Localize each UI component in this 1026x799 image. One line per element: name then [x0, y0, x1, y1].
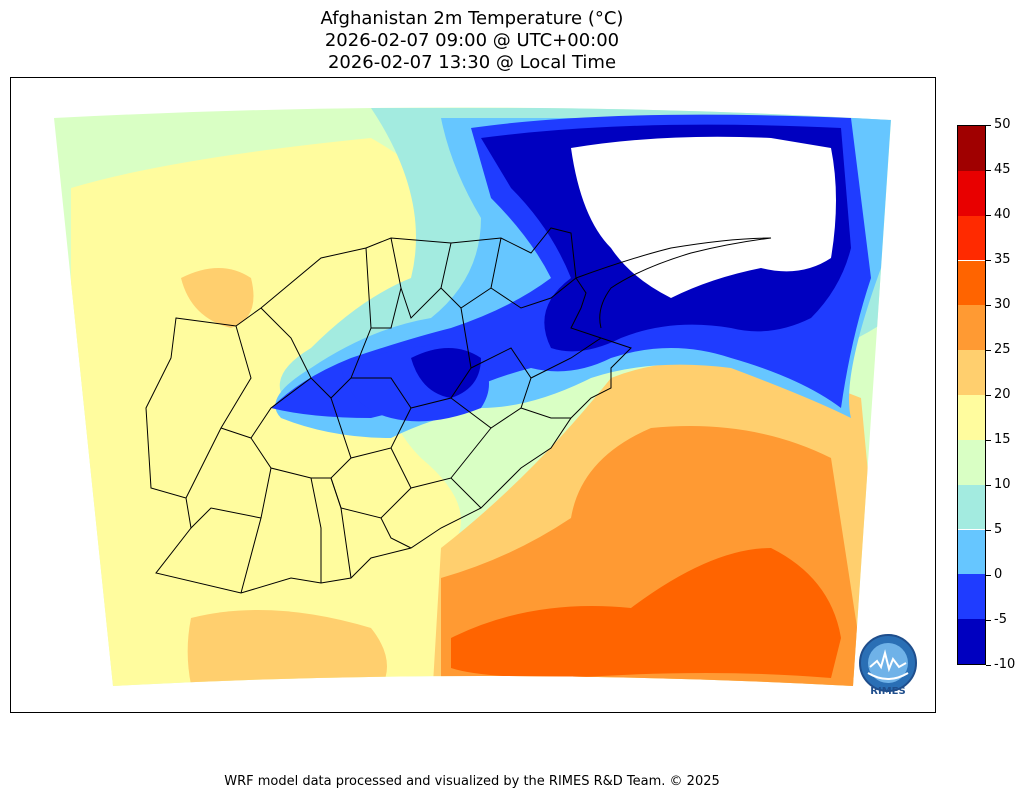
- temperature-fill: [54, 107, 891, 686]
- local-time: 2026-02-07 13:30 @ Local Time: [327, 52, 617, 73]
- colorbar-tick-label: 40: [994, 207, 1011, 222]
- colorbar-tick: [986, 485, 991, 486]
- map-frame: [10, 77, 936, 713]
- colorbar-tick: [986, 440, 991, 441]
- colorbar-tick-label: -5: [994, 612, 1007, 627]
- colorbar: [957, 125, 986, 665]
- colorbar-segment: [958, 574, 985, 620]
- colorbar-segment: [958, 215, 985, 261]
- colorbar-segment: [958, 260, 985, 306]
- country-outline: [145, 227, 632, 594]
- band-20-25-nw: [181, 268, 254, 328]
- northern-border: [575, 237, 772, 329]
- colorbar-tick: [986, 215, 991, 216]
- colorbar-tick-label: 45: [994, 162, 1011, 177]
- colorbar-segment: [958, 305, 985, 351]
- colorbar-segment: [958, 484, 985, 530]
- rimes-logo: [859, 634, 917, 692]
- colorbar-tick: [986, 395, 991, 396]
- logo-text: RIMES: [870, 686, 906, 697]
- colorbar-segment: [958, 619, 985, 664]
- colorbar-tick-label: -10: [994, 657, 1016, 672]
- colorbar-tick: [986, 170, 991, 171]
- province-boundaries: [145, 227, 632, 594]
- colorbar-tick-label: 50: [994, 117, 1011, 132]
- colorbar-tick-label: 25: [994, 342, 1011, 357]
- temperature-map: [54, 107, 891, 686]
- colorbar-tick: [986, 620, 991, 621]
- band-20-25-west: [187, 610, 387, 686]
- colorbar-tick-label: 20: [994, 387, 1011, 402]
- footer-credit: WRF model data processed and visualized …: [224, 774, 720, 789]
- band-15-20: [71, 138, 471, 686]
- colorbar-tick-label: 5: [994, 522, 1003, 537]
- colorbar-tick: [986, 575, 991, 576]
- colorbar-tick: [986, 305, 991, 306]
- colorbar-segment: [958, 439, 985, 485]
- band-minus10-core: [411, 348, 481, 398]
- colorbar-tick-label: 35: [994, 252, 1011, 267]
- colorbar-segment: [958, 350, 985, 395]
- colorbar-tick-label: 10: [994, 477, 1011, 492]
- colorbar-tick-label: 30: [994, 297, 1011, 312]
- band-15-20-south: [91, 390, 234, 541]
- colorbar-tick-label: 0: [994, 567, 1003, 582]
- colorbar-tick: [986, 125, 991, 126]
- colorbar-segment: [958, 126, 985, 171]
- colorbar-tick: [986, 530, 991, 531]
- colorbar-tick: [986, 260, 991, 261]
- colorbar-tick: [986, 665, 991, 666]
- chart-title: Afghanistan 2m Temperature (°C): [320, 8, 624, 29]
- utc-time: 2026-02-07 09:00 @ UTC+00:00: [324, 30, 620, 51]
- band-30-35: [451, 548, 841, 678]
- colorbar-segment: [958, 170, 985, 216]
- colorbar-segment: [958, 395, 985, 440]
- colorbar-segment: [958, 529, 985, 575]
- colorbar-tick: [986, 350, 991, 351]
- colorbar-tick-label: 15: [994, 432, 1011, 447]
